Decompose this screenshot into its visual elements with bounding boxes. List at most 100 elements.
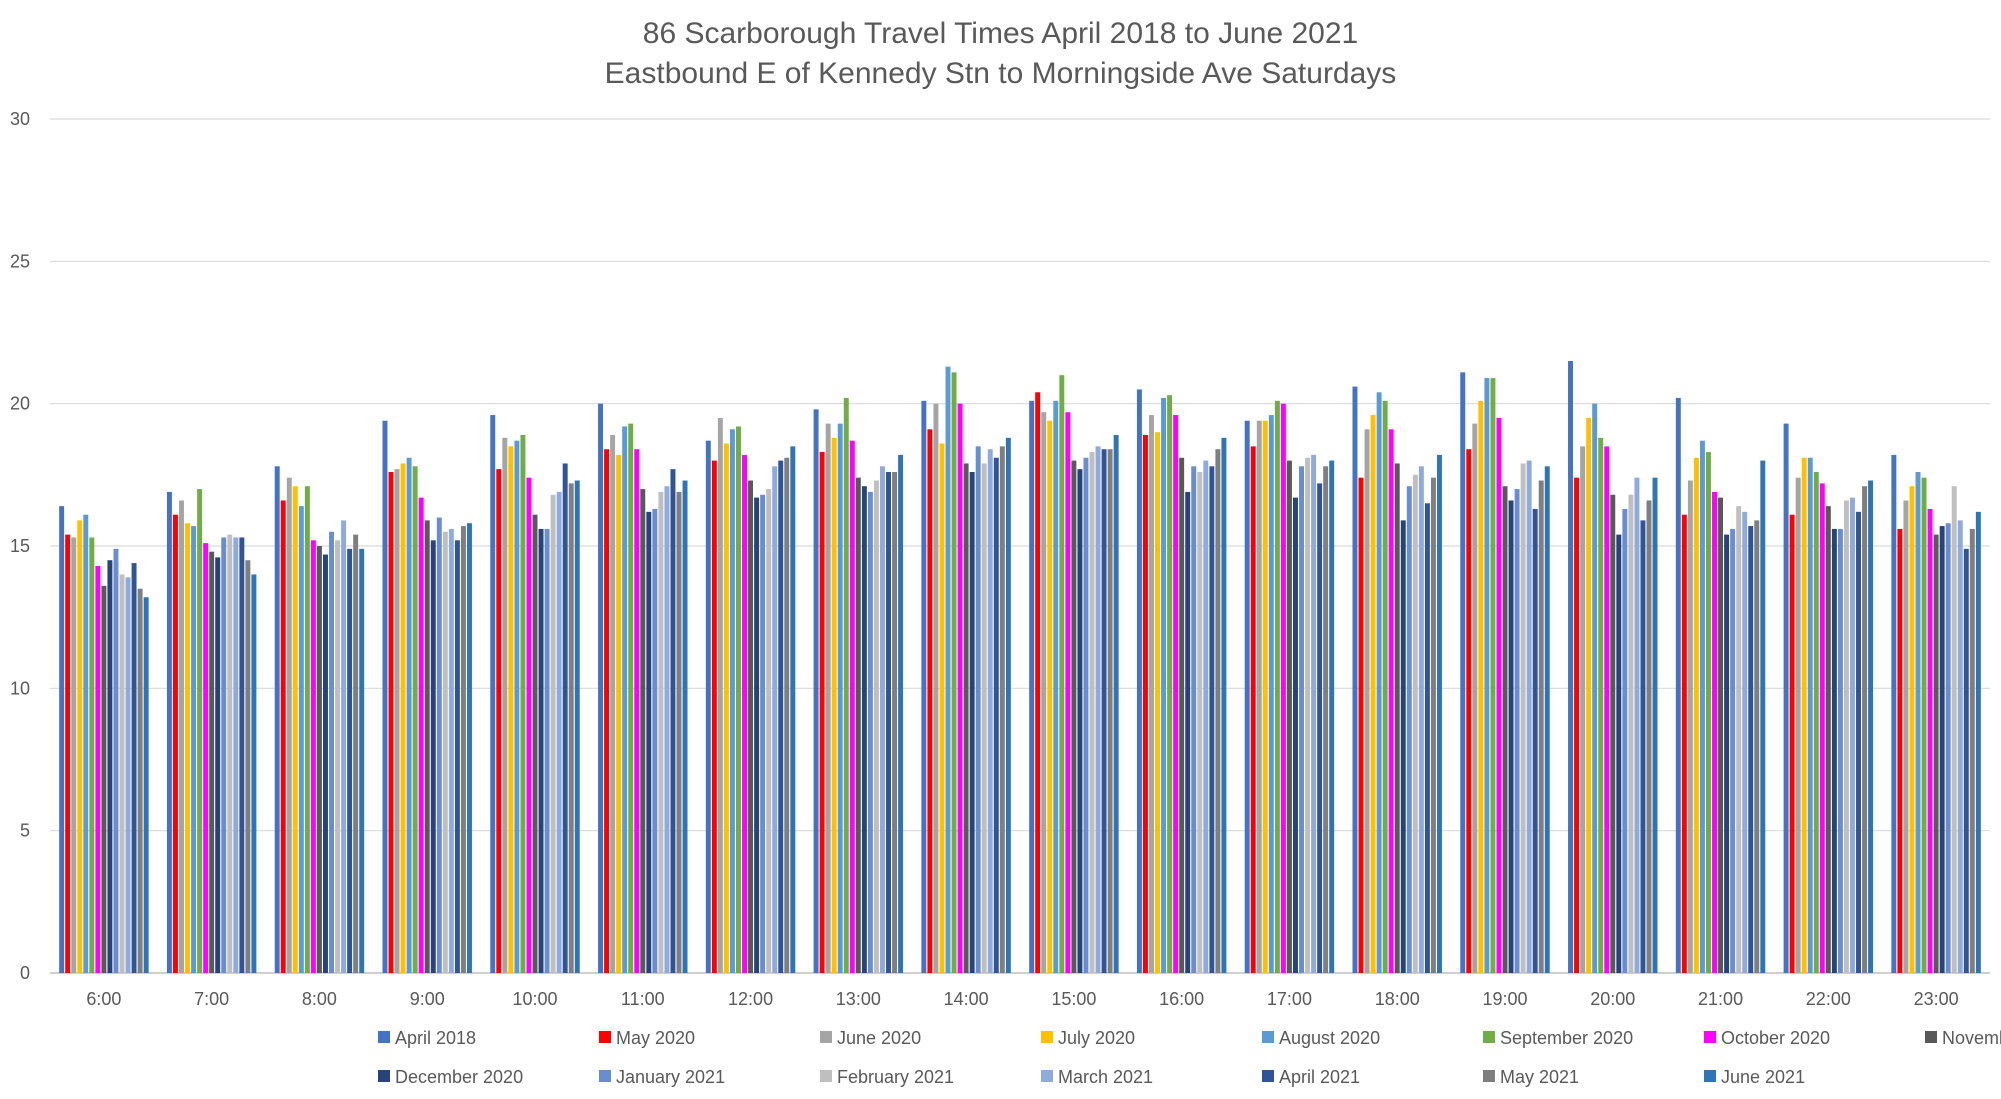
bar bbox=[1909, 486, 1915, 973]
bar bbox=[1035, 392, 1041, 973]
bar bbox=[1299, 466, 1304, 973]
bar bbox=[616, 454, 622, 973]
bar bbox=[604, 449, 610, 973]
bar bbox=[825, 423, 831, 973]
bar bbox=[705, 440, 711, 973]
bar bbox=[1305, 457, 1311, 974]
x-tick-label: 22:00 bbox=[1806, 989, 1851, 1009]
bar bbox=[454, 540, 460, 973]
bar bbox=[1640, 520, 1646, 973]
x-tick-label: 9:00 bbox=[410, 989, 445, 1009]
bar bbox=[550, 494, 556, 973]
bar bbox=[1197, 471, 1203, 973]
bar bbox=[119, 574, 125, 973]
bar bbox=[729, 429, 735, 974]
x-tick-label: 21:00 bbox=[1698, 989, 1743, 1009]
bar bbox=[1358, 477, 1364, 973]
bar bbox=[1095, 446, 1101, 973]
bar bbox=[1646, 500, 1652, 973]
bar bbox=[1927, 508, 1933, 973]
bar bbox=[1903, 500, 1909, 973]
bar bbox=[1101, 449, 1107, 973]
bar bbox=[316, 546, 322, 973]
bar bbox=[556, 491, 562, 973]
x-tick-label: 6:00 bbox=[86, 989, 121, 1009]
bar bbox=[239, 537, 245, 973]
bar bbox=[1460, 372, 1466, 973]
bar bbox=[1149, 415, 1154, 973]
bar bbox=[1113, 434, 1119, 974]
bar bbox=[406, 457, 412, 974]
bar bbox=[1508, 500, 1514, 973]
bar bbox=[1699, 440, 1705, 973]
bar bbox=[1783, 423, 1789, 973]
bar bbox=[1161, 397, 1167, 973]
bar bbox=[460, 526, 466, 973]
bar bbox=[245, 560, 251, 973]
bar bbox=[323, 554, 328, 973]
bar bbox=[748, 480, 754, 973]
bar bbox=[1724, 534, 1730, 973]
bar bbox=[1490, 378, 1496, 974]
bar bbox=[1520, 463, 1526, 973]
legend-label: December 2020 bbox=[395, 1067, 523, 1087]
bar bbox=[1969, 528, 1975, 973]
bar bbox=[1945, 523, 1951, 973]
x-tick-label: 12:00 bbox=[728, 989, 773, 1009]
bar bbox=[1514, 489, 1520, 973]
bar bbox=[634, 449, 640, 973]
bar bbox=[1203, 460, 1209, 974]
bar bbox=[1256, 420, 1262, 973]
bar bbox=[1466, 449, 1472, 973]
bar bbox=[784, 457, 790, 974]
bar bbox=[1089, 452, 1095, 973]
bar bbox=[717, 417, 723, 973]
legend-swatch bbox=[820, 1070, 832, 1082]
bar bbox=[466, 523, 472, 973]
bar bbox=[1436, 454, 1442, 973]
legend-swatch bbox=[1483, 1070, 1495, 1082]
bar bbox=[1418, 466, 1424, 973]
bar bbox=[1616, 534, 1622, 973]
legend-label: September 2020 bbox=[1500, 1028, 1633, 1048]
bar bbox=[1215, 449, 1221, 973]
bar bbox=[227, 534, 233, 973]
y-tick-label: 25 bbox=[10, 251, 30, 271]
legend-label: March 2021 bbox=[1058, 1067, 1153, 1087]
bar bbox=[1580, 446, 1586, 973]
bar bbox=[430, 540, 436, 973]
bar bbox=[837, 423, 843, 973]
bar bbox=[1472, 423, 1478, 973]
bar bbox=[778, 460, 784, 974]
legend-label: July 2020 bbox=[1058, 1028, 1135, 1048]
bar bbox=[861, 486, 867, 973]
bar bbox=[1311, 454, 1317, 973]
bar bbox=[143, 597, 149, 973]
y-tick-label: 15 bbox=[10, 536, 30, 556]
bar bbox=[993, 457, 999, 974]
bar bbox=[1957, 520, 1963, 973]
bar bbox=[442, 531, 448, 973]
bar bbox=[1795, 477, 1801, 973]
bar bbox=[760, 494, 766, 973]
bar bbox=[1059, 375, 1065, 973]
bar bbox=[1526, 460, 1532, 974]
bar bbox=[166, 491, 172, 973]
bar bbox=[1868, 480, 1874, 973]
bar bbox=[1262, 420, 1268, 973]
bar bbox=[1813, 471, 1819, 973]
legend-swatch bbox=[378, 1031, 390, 1043]
bar bbox=[1681, 514, 1687, 973]
bar bbox=[125, 577, 131, 973]
bar bbox=[646, 511, 652, 973]
bar bbox=[329, 531, 334, 973]
bar bbox=[754, 497, 760, 973]
bar bbox=[640, 489, 646, 973]
chart-title-block: 86 Scarborough Travel Times April 2018 t… bbox=[0, 14, 2001, 94]
bar bbox=[658, 491, 664, 973]
bar bbox=[209, 551, 215, 973]
bar bbox=[1687, 480, 1693, 973]
bar bbox=[101, 585, 107, 973]
bar bbox=[502, 437, 508, 973]
